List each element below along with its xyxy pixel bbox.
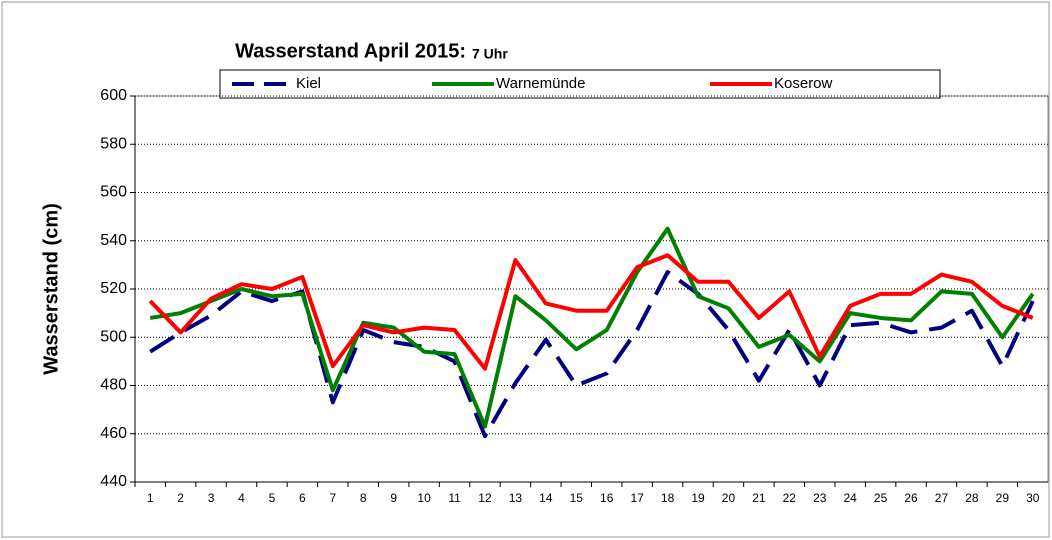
x-tick-label: 12 — [478, 491, 492, 505]
y-tick-label: 540 — [100, 232, 127, 249]
x-tick-label: 2 — [177, 491, 184, 505]
x-tick-label: 16 — [600, 491, 614, 505]
x-tick-label: 22 — [783, 491, 797, 505]
x-tick-label: 19 — [691, 491, 705, 505]
x-tick-label: 30 — [1026, 491, 1040, 505]
series-line — [148, 253, 1034, 371]
x-tick-label: 28 — [965, 491, 979, 505]
x-tick-label: 14 — [539, 491, 553, 505]
y-tick-label: 520 — [100, 280, 127, 297]
y-tick-label: 560 — [100, 184, 127, 201]
x-tick-label: 10 — [417, 491, 431, 505]
x-tick-label: 3 — [208, 491, 215, 505]
x-tick-label: 24 — [844, 491, 858, 505]
x-tick-label: 5 — [269, 491, 276, 505]
y-tick-label: 480 — [100, 377, 127, 394]
legend-label: Warnemünde — [496, 75, 586, 92]
y-axis-label: Wasserstand (cm) — [40, 203, 62, 375]
x-tick-label: 13 — [509, 491, 523, 505]
y-tick-label: 580 — [100, 135, 127, 152]
x-tick-label: 9 — [390, 491, 397, 505]
legend-label: Koserow — [774, 75, 833, 92]
x-tick-label: 4 — [238, 491, 245, 505]
y-tick-label: 460 — [100, 425, 127, 442]
x-tick-label: 7 — [329, 491, 336, 505]
x-tick-label: 23 — [813, 491, 827, 505]
x-tick-label: 21 — [752, 491, 766, 505]
x-tick-label: 17 — [630, 491, 644, 505]
x-tick-label: 26 — [904, 491, 918, 505]
x-tick-label: 1 — [147, 491, 154, 505]
x-tick-label: 29 — [996, 491, 1010, 505]
y-tick-label: 440 — [100, 473, 127, 490]
x-tick-label: 6 — [299, 491, 306, 505]
series-line — [149, 226, 1035, 429]
y-tick-label: 600 — [100, 87, 127, 104]
x-tick-label: 18 — [661, 491, 675, 505]
legend-box — [219, 69, 941, 99]
x-tick-label: 15 — [570, 491, 584, 505]
chart-subtitle: 7 Uhr — [472, 46, 508, 62]
legend-label: Kiel — [296, 75, 321, 92]
x-tick-label: 27 — [935, 491, 949, 505]
x-tick-label: 25 — [874, 491, 888, 505]
chart-title: Wasserstand April 2015: — [235, 40, 466, 62]
x-tick-label: 8 — [360, 491, 367, 505]
x-tick-label: 11 — [448, 491, 461, 505]
x-tick-label: 20 — [722, 491, 736, 505]
y-tick-label: 500 — [100, 328, 127, 345]
